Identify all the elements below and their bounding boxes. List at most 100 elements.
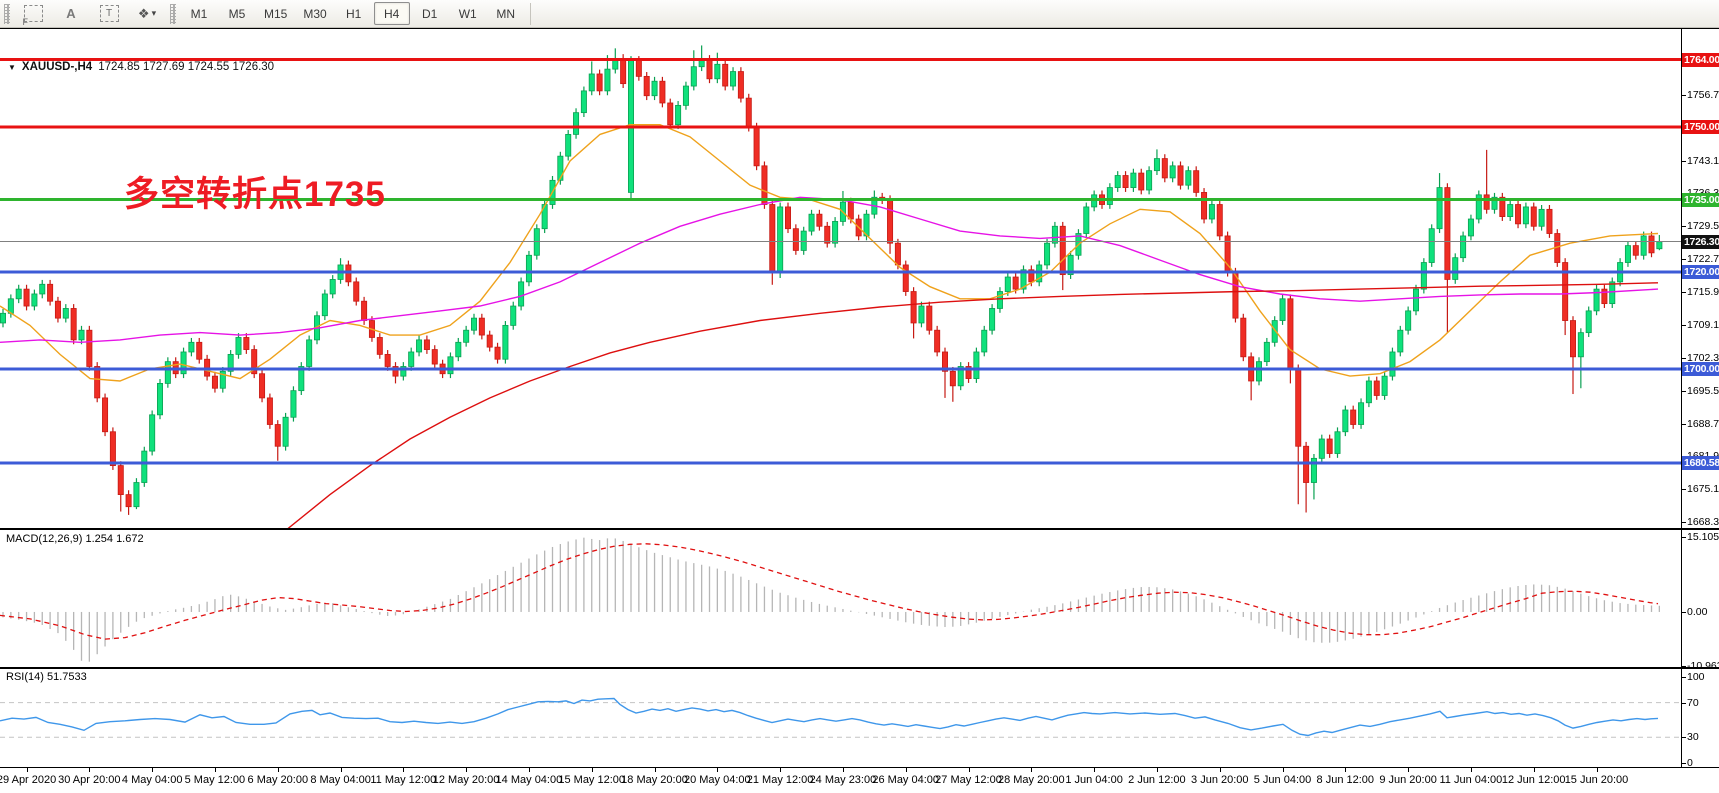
time-label[interactable]: 30 Apr 20:00 — [58, 774, 121, 786]
time-tick — [1156, 768, 1158, 772]
price-tick-dash — [1682, 324, 1686, 326]
candle — [902, 264, 909, 292]
candle — [164, 361, 171, 384]
time-label[interactable]: 9 Jun 20:00 — [1379, 774, 1437, 786]
timeframe-button-MN[interactable]: MN — [496, 6, 516, 21]
time-label[interactable]: 4 May 04:00 — [121, 774, 183, 786]
candle — [298, 366, 305, 392]
timeframe-button-M1[interactable]: M1 — [190, 6, 208, 21]
timeframe-button-M15[interactable]: M15 — [264, 6, 288, 21]
text-tool-button[interactable]: A — [53, 2, 89, 25]
toolbar-gripper[interactable] — [4, 3, 10, 24]
time-label[interactable]: 5 Jun 04:00 — [1253, 774, 1312, 786]
rsi-divider[interactable] — [0, 667, 1719, 669]
time-tick — [340, 768, 342, 772]
candle — [792, 228, 799, 251]
candle — [1593, 288, 1600, 312]
time-label[interactable]: 2 Jun 12:00 — [1128, 774, 1186, 786]
candle — [973, 351, 980, 379]
time-label[interactable]: 11 May 12:00 — [370, 774, 437, 786]
time-tick — [1282, 768, 1284, 772]
label-tool-button[interactable]: T — [91, 2, 127, 25]
candle — [910, 291, 917, 324]
symbol-dropdown-icon[interactable]: ▼ — [8, 62, 16, 72]
time-label[interactable]: 14 May 04:00 — [495, 774, 563, 786]
main-chart-pane[interactable]: ▼ XAUUSD-,H4 1724.85 1727.69 1724.55 172… — [0, 28, 1719, 528]
time-label[interactable]: 3 Jun 20:00 — [1191, 774, 1249, 786]
candle — [651, 80, 658, 97]
time-label[interactable]: 15 May 12:00 — [558, 774, 626, 786]
timeframe-button-D1[interactable]: D1 — [422, 6, 438, 21]
time-label[interactable]: 26 May 04:00 — [872, 774, 940, 786]
candle — [510, 305, 517, 326]
time-label[interactable]: 12 Jun 12:00 — [1501, 774, 1566, 786]
time-label[interactable]: 18 May 20:00 — [621, 774, 688, 786]
time-label[interactable]: 27 May 12:00 — [935, 774, 1002, 786]
macd-indicator-pane[interactable]: MACD(12,26,9) 1.254 1.672 — [0, 530, 1719, 667]
toolbar-gripper-2[interactable] — [170, 3, 176, 24]
price-badge-support-1700: 1700.00 — [1682, 361, 1719, 376]
candle — [1020, 269, 1027, 290]
candlestick-chart-canvas[interactable] — [0, 28, 1682, 528]
timeframe-button-M5[interactable]: M5 — [228, 6, 246, 21]
candle — [1585, 310, 1592, 334]
candle — [918, 305, 925, 324]
candle — [1067, 254, 1074, 276]
time-label[interactable]: 1 Jun 04:00 — [1065, 774, 1123, 786]
time-tick — [591, 768, 593, 772]
macd-tick-dash — [1682, 537, 1686, 539]
candle — [1310, 457, 1317, 483]
candle — [981, 329, 988, 353]
candle — [408, 351, 415, 367]
fibo-tool-button[interactable]: F — [15, 2, 51, 27]
candle — [1138, 172, 1145, 191]
time-label[interactable]: 20 May 04:00 — [683, 774, 751, 786]
timeframe-button-H4[interactable]: H4 — [373, 2, 410, 25]
candle — [1499, 196, 1506, 217]
candle — [800, 230, 807, 251]
chevron-down-icon[interactable]: ▾ — [151, 8, 157, 18]
time-label[interactable]: 5 May 12:00 — [184, 774, 246, 786]
macd-divider[interactable] — [0, 528, 1719, 530]
candle — [1656, 241, 1663, 250]
candle — [777, 206, 784, 273]
symbol-info-line: ▼ XAUUSD-,H4 1724.85 1727.69 1724.55 172… — [8, 61, 274, 73]
timeframe-button-M30[interactable]: M30 — [303, 6, 327, 21]
candle — [1287, 298, 1294, 370]
time-label[interactable]: 15 Jun 20:00 — [1564, 774, 1629, 786]
candle — [353, 281, 360, 302]
candle — [1185, 170, 1192, 186]
timeframe-button-W1[interactable]: W1 — [458, 6, 477, 21]
time-label[interactable]: 11 Jun 04:00 — [1439, 774, 1503, 786]
candle — [47, 283, 54, 302]
candle — [596, 73, 603, 92]
symbol-name: XAUUSD-,H4 — [21, 61, 93, 73]
macd-scale-label: 15.105 — [1687, 531, 1719, 544]
timeframe-button-H1[interactable]: H1 — [346, 6, 362, 21]
price-badge-resistance-1764: 1764.00 — [1682, 52, 1719, 67]
price-tick-dash — [1682, 160, 1686, 162]
candle — [573, 112, 580, 135]
price-tick-label: 1743.10 — [1687, 154, 1719, 167]
candle — [329, 279, 336, 295]
rsi-indicator-pane[interactable]: RSI(14) 51.7533 — [0, 669, 1719, 767]
candle — [1146, 170, 1153, 191]
candle — [620, 58, 627, 85]
time-tick — [968, 768, 970, 772]
time-label[interactable]: 6 May 20:00 — [247, 774, 309, 786]
candle — [1193, 170, 1200, 193]
candle — [1326, 438, 1333, 454]
time-label[interactable]: 28 May 20:00 — [997, 774, 1065, 786]
price-tick-label: 1695.50 — [1687, 384, 1719, 397]
arrows-tool-button[interactable]: ❖ ▾ — [129, 2, 165, 25]
time-label[interactable]: 8 May 04:00 — [310, 774, 371, 786]
time-label[interactable]: 24 May 23:00 — [809, 774, 877, 786]
time-label[interactable]: 8 Jun 12:00 — [1316, 774, 1375, 786]
time-tick — [26, 768, 28, 772]
time-label[interactable]: 12 May 20:00 — [432, 774, 500, 786]
time-label[interactable]: 29 Apr 2020 — [0, 774, 57, 786]
time-label[interactable]: 21 May 12:00 — [746, 774, 814, 786]
candle — [1601, 288, 1608, 305]
candle — [117, 465, 124, 496]
time-axis-border — [0, 767, 1719, 768]
